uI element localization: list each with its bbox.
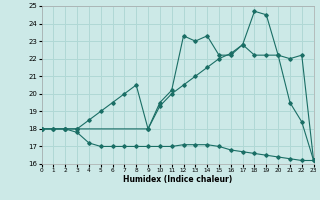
X-axis label: Humidex (Indice chaleur): Humidex (Indice chaleur) <box>123 175 232 184</box>
